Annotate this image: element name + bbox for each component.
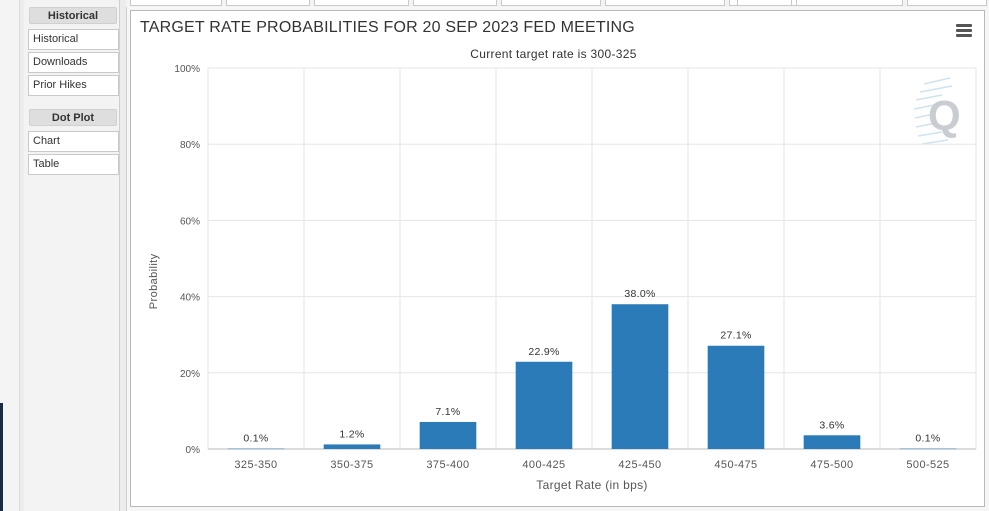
hamburger-menu-icon[interactable] [954,22,974,40]
bar-chart: 0% 20% 40% 60% 80% 100% 0.1% 325-350 1.2% 350-375… [148,64,977,492]
sidebar-header-historical: Historical [29,7,117,24]
logo-letter: Q [928,92,961,139]
data-label: 0.1% [243,433,268,445]
x-tick-label: 425-450 [618,459,661,471]
y-axis-title: Probability [148,253,160,309]
data-label: 38.0% [624,288,655,300]
top-tab[interactable] [737,0,792,6]
y-tick-label: 40% [180,293,200,304]
top-tab[interactable] [314,0,409,6]
top-tab[interactable] [796,0,903,6]
chart-bar [803,435,861,449]
sidebar-header-dot-plot: Dot Plot [29,109,117,126]
top-tab[interactable] [130,0,222,6]
chart-subtitle: Current target rate is 300-325 [470,47,637,61]
x-tick-label: 450-475 [714,459,757,471]
x-tick-label: 350-375 [330,459,373,471]
y-tick-label: 100% [174,64,200,75]
data-label: 1.2% [339,428,364,440]
y-tick-label: 60% [180,216,200,227]
top-tab[interactable] [605,0,725,6]
q-logo-icon: Q [913,77,961,145]
data-label: 7.1% [435,406,460,418]
x-tick-label: 500-525 [906,459,949,471]
x-tick-label: 375-400 [426,459,469,471]
top-tab[interactable] [907,0,987,6]
data-label: 3.6% [819,419,844,431]
window-edge [0,403,3,511]
chart-bar [227,448,285,450]
sidebar: Historical Historical Downloads Prior Hi… [24,0,120,511]
y-tick-label: 80% [180,140,200,151]
main-panel: TARGET RATE PROBABILITIES FOR 20 SEP 202… [126,7,989,511]
chart-bar [323,444,381,449]
top-tab[interactable] [226,0,310,6]
sidebar-item-table[interactable]: Table [28,154,119,175]
y-tick-label: 0% [186,445,201,456]
x-tick-label: 400-425 [522,459,565,471]
sidebar-item-chart[interactable]: Chart [28,131,119,152]
sidebar-item-downloads[interactable]: Downloads [28,52,119,73]
x-tick-label: 475-500 [810,459,853,471]
x-tick-label: 325-350 [234,459,277,471]
data-label: 27.1% [720,330,751,342]
chart-container: TARGET RATE PROBABILITIES FOR 20 SEP 202… [130,10,985,507]
x-axis-title: Target Rate (in bps) [536,478,647,492]
y-tick-label: 20% [180,369,200,380]
top-tab[interactable] [413,0,497,6]
sidebar-item-historical[interactable]: Historical [28,29,119,50]
top-tab-strip [126,0,989,7]
chart-bar [611,304,669,449]
top-tab[interactable] [501,0,601,6]
chart-bar [515,361,573,449]
data-label: 22.9% [528,346,559,358]
chart-title: TARGET RATE PROBABILITIES FOR 20 SEP 202… [140,19,635,36]
left-edge-panel [0,0,20,511]
sidebar-item-prior-hikes[interactable]: Prior Hikes [28,75,119,96]
chart-bar [707,345,765,449]
data-label: 0.1% [915,433,940,445]
chart-bar [419,421,477,449]
chart-bar [899,448,957,450]
